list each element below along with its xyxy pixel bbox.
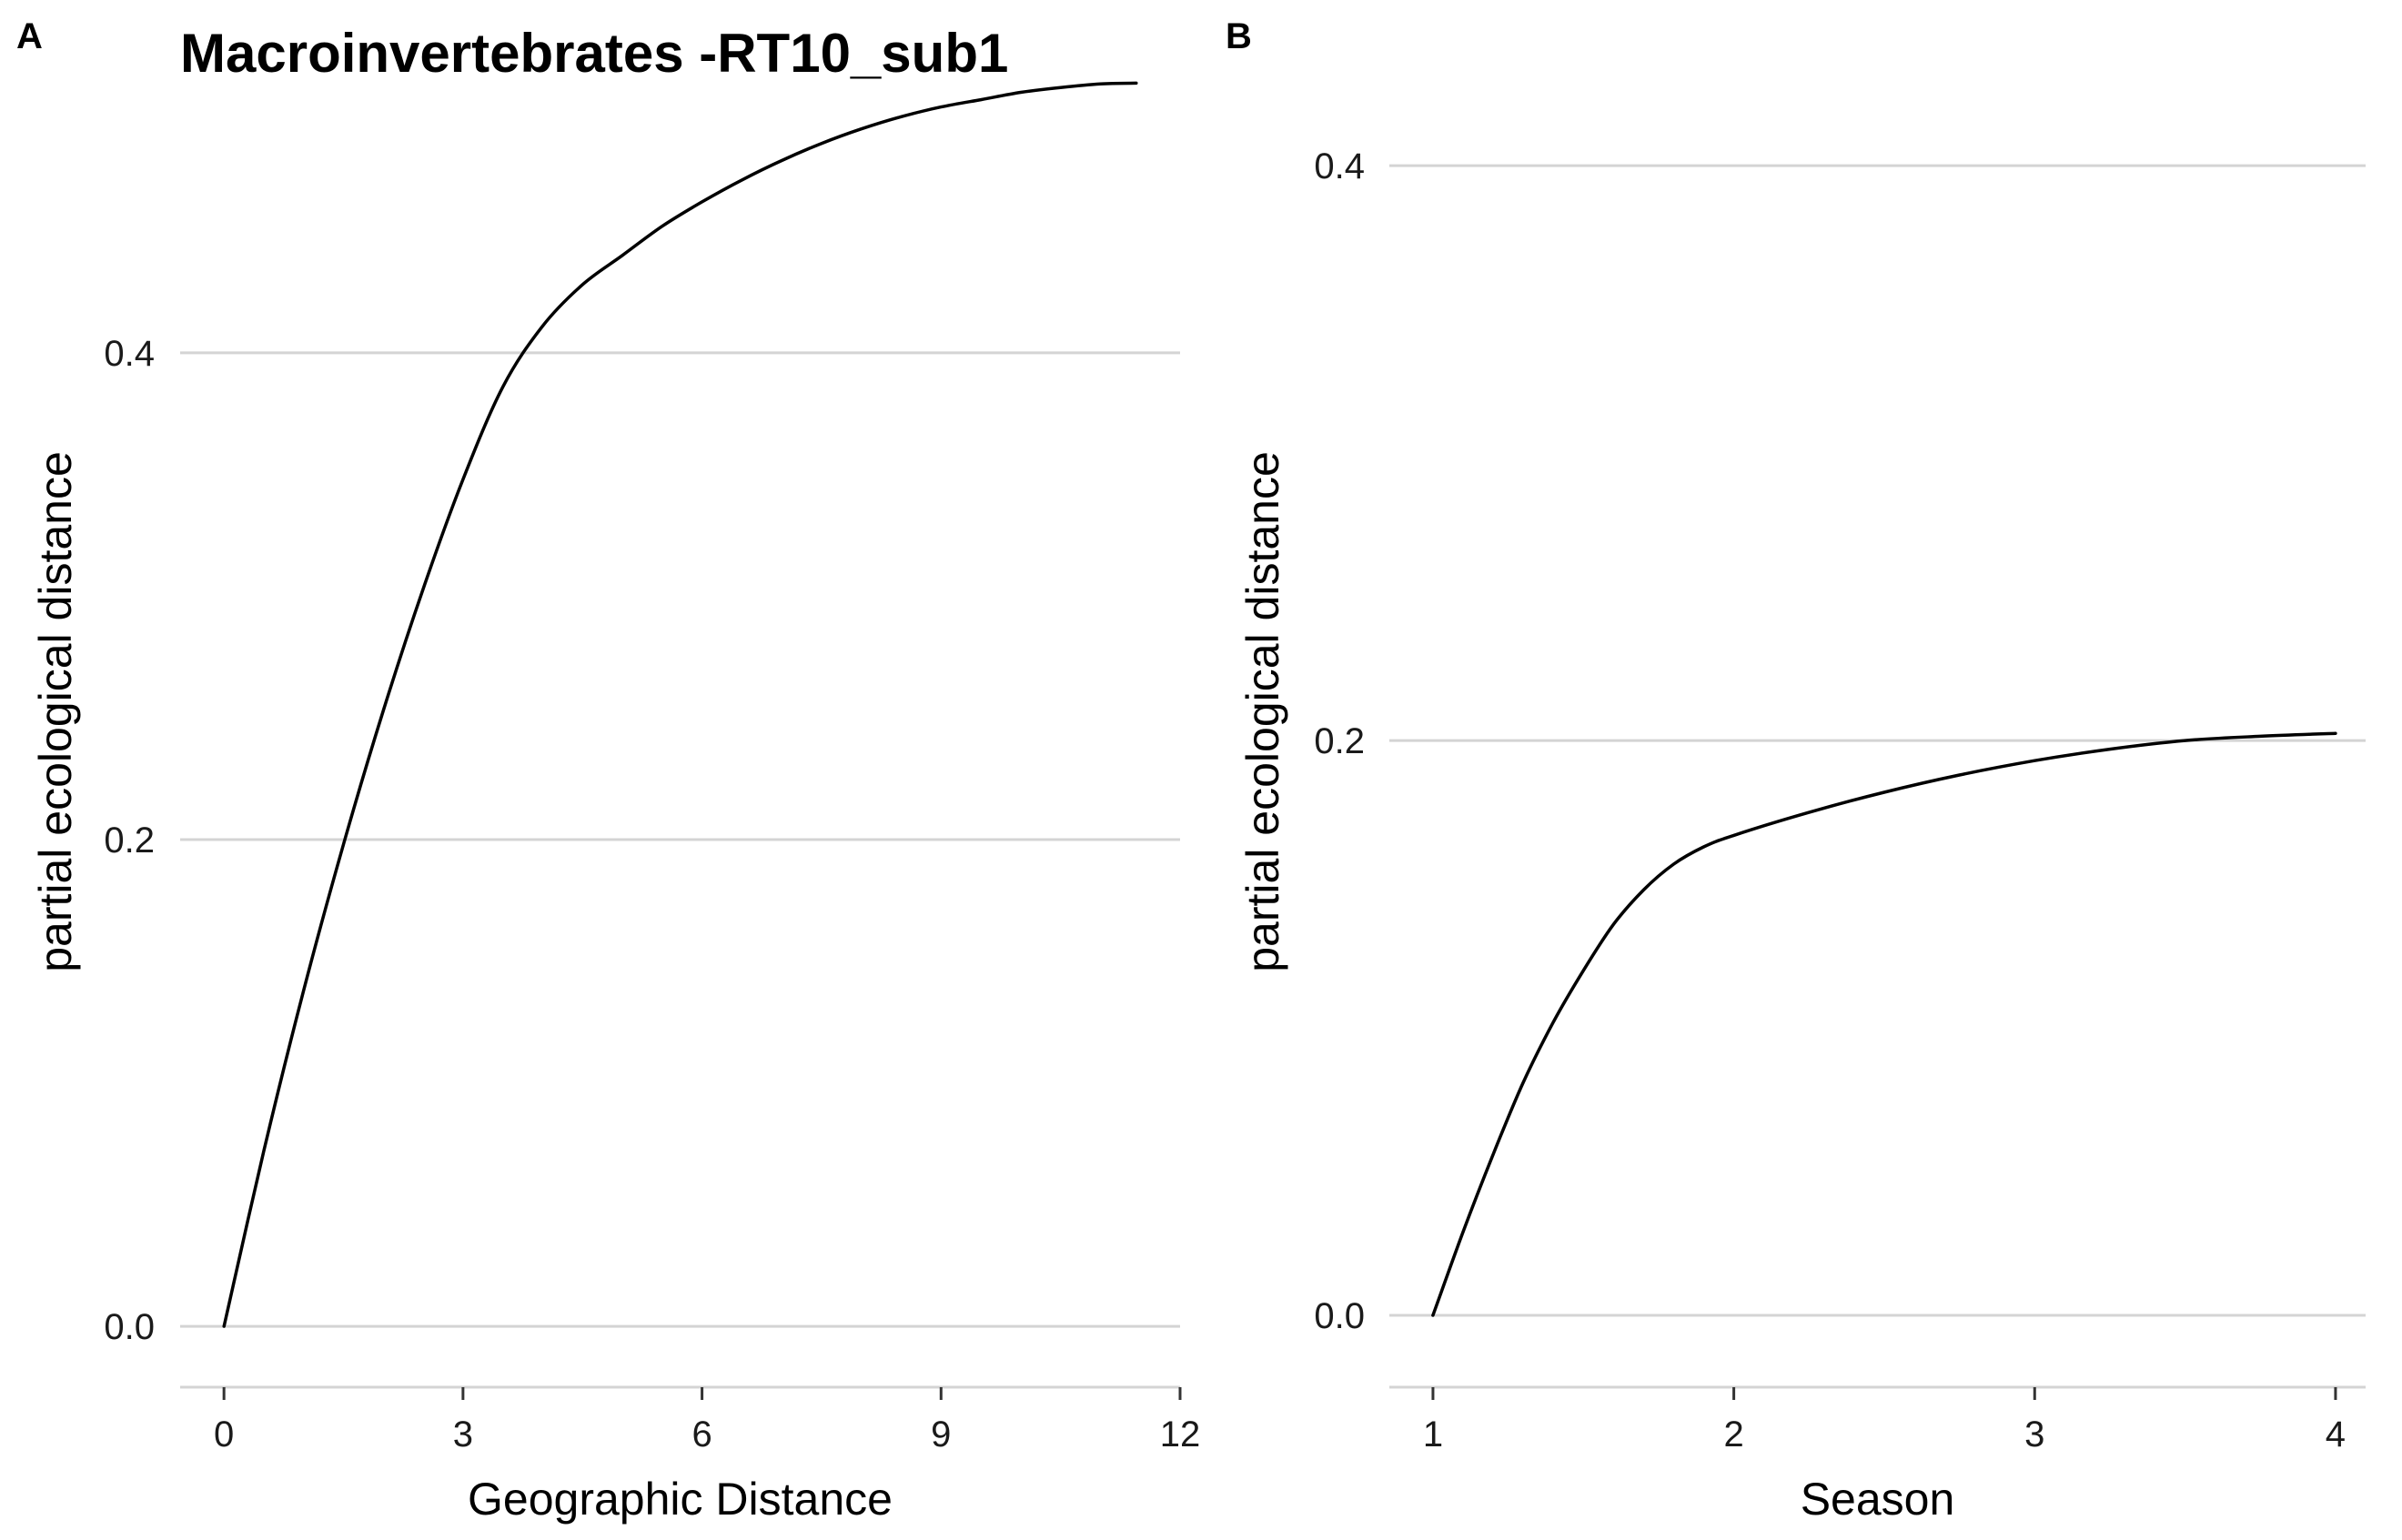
y-tick-label-0.4: 0.4	[1314, 146, 1365, 186]
x-tick-label-3: 3	[453, 1414, 473, 1454]
chart-panel-geographic-distance: 0 3 6 9 12 0.0 0.2 0.4 Geographic Distance partia…	[30, 81, 1201, 1525]
panel-a-letter: A	[16, 16, 43, 56]
x-axis-title: Season	[1801, 1474, 1955, 1525]
chart-panel-season: 1 2 3 4 0.0 0.2 0.4 Season partial ecological di…	[1237, 146, 2366, 1525]
y-tick-label-0.2: 0.2	[104, 820, 155, 861]
y-tick-label-0.2: 0.2	[1314, 721, 1365, 761]
x-tick-label-0: 0	[214, 1414, 234, 1454]
panel-b-letter: B	[1226, 16, 1252, 56]
x-axis-title: Geographic Distance	[468, 1474, 893, 1525]
y-tick-label-0.0: 0.0	[1314, 1296, 1365, 1336]
x-tick-label-9: 9	[931, 1414, 951, 1454]
series-line-geo	[222, 81, 1138, 1328]
x-tick-label-6: 6	[691, 1414, 712, 1454]
series-line-season	[1431, 731, 2337, 1317]
x-tick-label-4: 4	[2326, 1414, 2346, 1454]
x-tick-label-3: 3	[2024, 1414, 2044, 1454]
y-tick-label-0.0: 0.0	[104, 1307, 155, 1347]
x-tick-label-1: 1	[1423, 1414, 1443, 1454]
y-tick-label-0.4: 0.4	[104, 334, 155, 374]
y-axis-title: partial ecological distance	[30, 451, 81, 972]
y-axis-title: partial ecological distance	[1237, 451, 1288, 972]
x-tick-label-2: 2	[1723, 1414, 1743, 1454]
figure-title: Macroinvertebrates -RT10_sub1	[180, 23, 1008, 84]
x-tick-label-12: 12	[1160, 1414, 1201, 1454]
